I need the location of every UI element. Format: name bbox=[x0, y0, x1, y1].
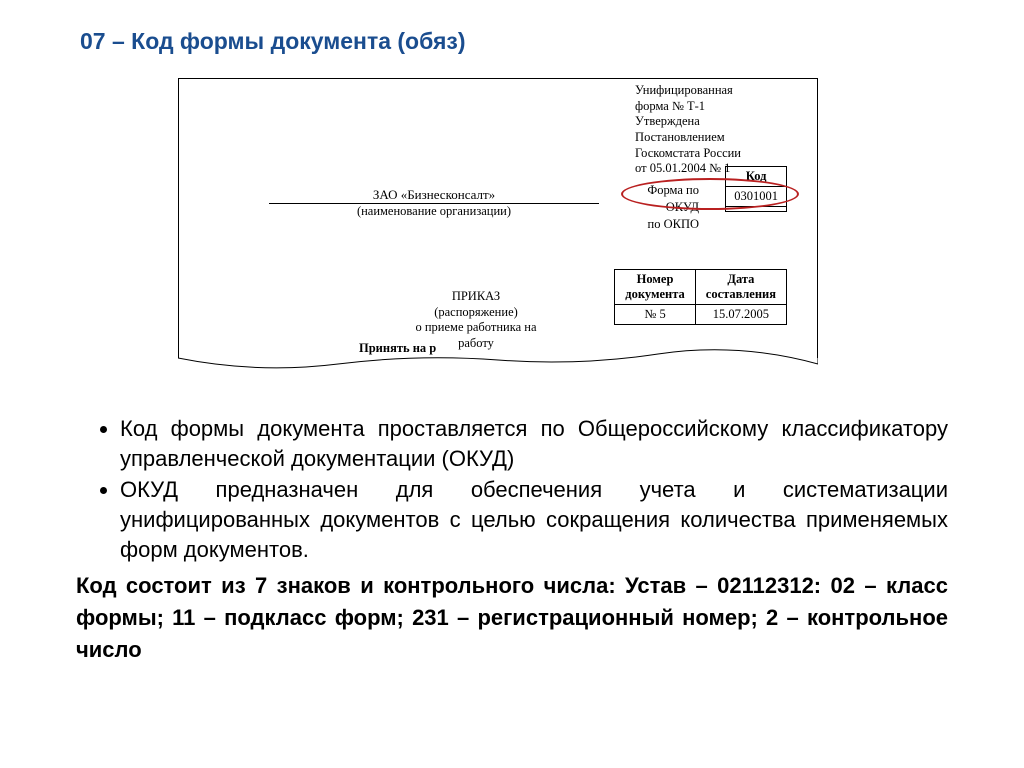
doc-date: 15.07.2005 bbox=[695, 305, 786, 325]
doc-date-header: Датасоставления bbox=[695, 270, 786, 305]
approval-line: Утверждена bbox=[635, 114, 741, 130]
bullet-2: ОКУД предназначен для обеспечения учета … bbox=[120, 475, 948, 564]
approval-line: Унифицированная bbox=[635, 83, 741, 99]
doc-num: № 5 bbox=[615, 305, 696, 325]
approval-line: Постановлением bbox=[635, 130, 741, 146]
approval-line: Госкомстата России bbox=[635, 146, 741, 162]
torn-edge bbox=[178, 346, 818, 376]
page-title: 07 – Код формы документа (обяз) bbox=[80, 28, 466, 55]
description-block: Код формы документа проставляется по Общ… bbox=[76, 414, 948, 666]
order-sub1: (распоряжение) bbox=[397, 305, 555, 321]
code-table: Код 0301001 bbox=[725, 166, 787, 212]
doc-num-header: Номердокумента bbox=[615, 270, 696, 305]
doc-meta-table: Номердокумента Датасоставления № 5 15.07… bbox=[614, 269, 787, 325]
okpo-code bbox=[726, 207, 787, 212]
org-name: ЗАО «Бизнесконсалт» bbox=[269, 187, 599, 203]
org-caption: (наименование организации) bbox=[269, 203, 599, 219]
okud-label: Форма поОКУД bbox=[647, 182, 699, 216]
bullet-1: Код формы документа проставляется по Общ… bbox=[120, 414, 948, 473]
okud-code: 0301001 bbox=[726, 187, 787, 207]
okpo-label: по ОКПО bbox=[647, 216, 699, 233]
form-sample: Унифицированная форма № Т-1 Утверждена П… bbox=[178, 78, 818, 358]
code-header: Код bbox=[726, 167, 787, 187]
code-labels: Форма поОКУД по ОКПО bbox=[647, 182, 699, 233]
order-title: ПРИКАЗ bbox=[397, 289, 555, 305]
approval-line: форма № Т-1 bbox=[635, 99, 741, 115]
code-breakdown: Код состоит из 7 знаков и контрольного ч… bbox=[76, 570, 948, 666]
approval-stamp: Унифицированная форма № Т-1 Утверждена П… bbox=[635, 83, 741, 177]
